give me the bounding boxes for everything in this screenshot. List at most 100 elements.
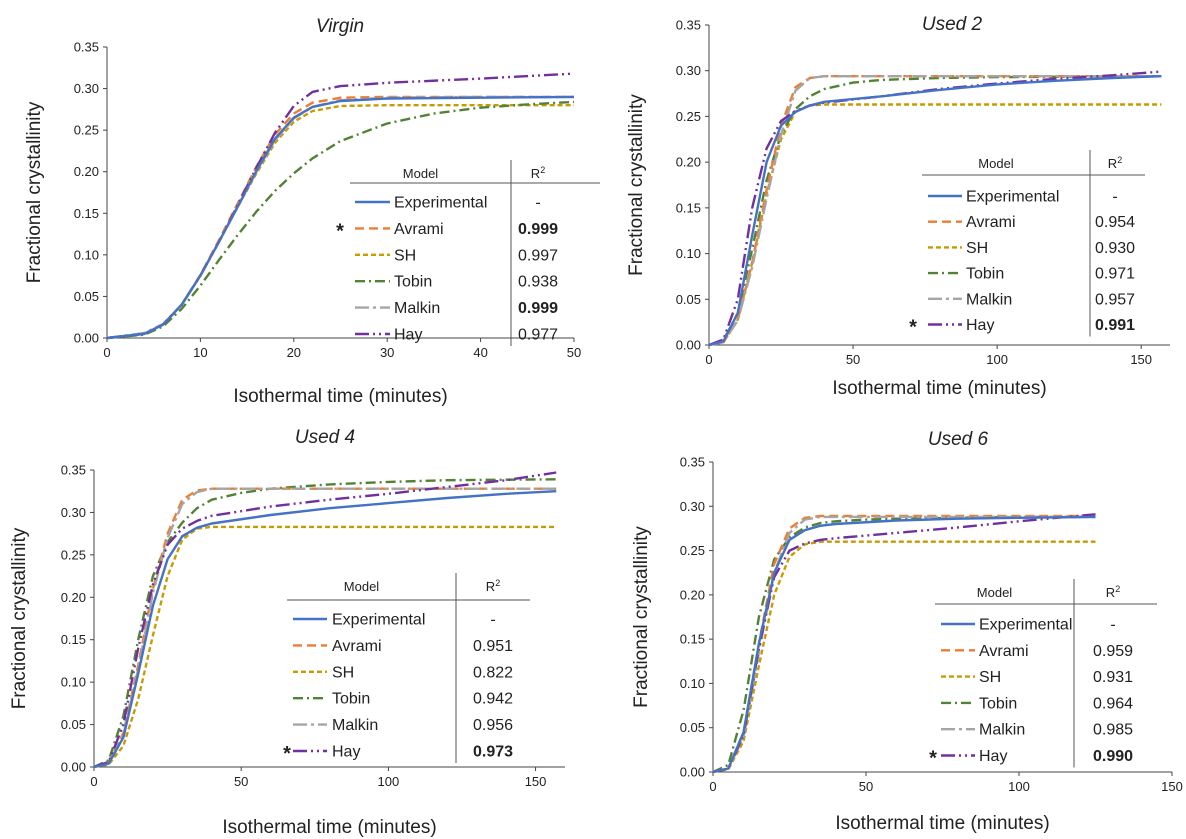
y-axis-label: Fractional crystallinity — [631, 526, 652, 708]
x-tick-label: 20 — [287, 345, 301, 360]
table-r2-value: 0.997 — [518, 247, 558, 264]
x-axis-label: Isothermal time (minutes) — [835, 813, 1049, 834]
y-tick-label: 0.00 — [61, 760, 86, 775]
chart-panel-4: Used 6 0.00 0.05 0.10 0.15 0.20 0.25 0.30 0.35 0 5… — [631, 429, 1183, 834]
y-axis-label: Fractional crystallinity — [9, 527, 30, 709]
series-line-experimental — [106, 95, 575, 340]
series-line-experimental — [712, 515, 1096, 774]
series-line-tobin — [106, 100, 575, 340]
series-line-avrami — [712, 514, 1096, 774]
x-axis-label: Isothermal time (minutes) — [222, 817, 436, 838]
x-tick-label: 150 — [1161, 779, 1183, 794]
chart-title: Used 6 — [928, 429, 989, 450]
table-model-name: Hay — [394, 327, 422, 344]
table-model-name: Malkin — [979, 722, 1025, 739]
table-r2-value: 0.957 — [1095, 291, 1135, 308]
y-tick-label: 0.20 — [61, 590, 86, 605]
y-tick-label: 0.00 — [680, 765, 705, 780]
y-tick-label: 0.10 — [676, 246, 701, 261]
table-r2-value: 0.931 — [1093, 669, 1133, 686]
y-tick-label: 0.35 — [74, 40, 99, 55]
x-tick-label: 50 — [567, 345, 581, 360]
x-tick-label: 0 — [103, 345, 110, 360]
table-model-name: SH — [979, 669, 1001, 686]
r2-table: Model R2 Experimental - Avrami 0.999 * SH 0.997 T… — [336, 160, 600, 346]
best-fit-star: * — [929, 748, 937, 770]
x-tick-label: 40 — [473, 345, 487, 360]
r2-table: Model R2 Experimental - Avrami 0.959 SH 0.931 To… — [929, 579, 1157, 770]
table-r2-value: - — [535, 195, 540, 212]
series-line-malkin — [106, 95, 574, 340]
table-model-name: Tobin — [394, 274, 432, 291]
r2-superscript: 2 — [540, 165, 545, 175]
table-r2-value: 0.971 — [1095, 266, 1135, 283]
x-tick-label: 100 — [986, 352, 1008, 367]
table-header-model: Model — [403, 166, 439, 181]
series-line-malkin — [712, 515, 1096, 774]
table-model-name: SH — [966, 240, 988, 257]
y-tick-label: 0.05 — [61, 717, 86, 732]
x-tick-label: 50 — [846, 352, 860, 367]
y-tick-label: 0.35 — [680, 455, 705, 470]
table-header-r2: R2 — [486, 578, 500, 594]
table-model-name: Hay — [332, 744, 360, 761]
x-tick-label: 0 — [90, 774, 97, 789]
r2-table: Model R2 Experimental - Avrami 0.954 SH 0.930 To… — [909, 150, 1145, 339]
x-tick-label: 100 — [378, 774, 400, 789]
table-model-name: Tobin — [979, 695, 1017, 712]
table-r2-value: - — [490, 612, 495, 629]
y-tick-label: 0.20 — [676, 155, 701, 170]
table-model-name: Tobin — [966, 266, 1004, 283]
y-tick-label: 0.25 — [676, 109, 701, 124]
chart-panel-1: Virgin 0.00 0.05 0.10 0.15 0.20 0.25 0.30 0.35 0 1… — [24, 16, 600, 407]
y-tick-label: 0.15 — [61, 632, 86, 647]
table-model-name: Malkin — [394, 300, 440, 317]
r2-superscript: 2 — [1117, 155, 1122, 165]
table-r2-value: 0.942 — [473, 691, 513, 708]
table-r2-value: 0.938 — [518, 274, 558, 291]
table-r2-value: 0.985 — [1093, 722, 1133, 739]
table-r2-value: 0.959 — [1093, 643, 1133, 660]
table-header-r2: R2 — [1106, 584, 1120, 600]
x-tick-label: 50 — [859, 779, 873, 794]
table-r2-value: 0.954 — [1095, 214, 1135, 231]
table-model-name: Malkin — [332, 717, 378, 734]
x-tick-label: 0 — [709, 779, 716, 794]
x-tick-label: 0 — [705, 352, 712, 367]
chart-title: Virgin — [316, 16, 364, 37]
table-model-name: Hay — [979, 748, 1007, 765]
y-tick-label: 0.05 — [676, 292, 701, 307]
table-r2-value: 0.990 — [1093, 748, 1133, 765]
y-tick-label: 0.30 — [680, 499, 705, 514]
table-header-model: Model — [978, 156, 1014, 171]
y-tick-label: 0.00 — [676, 338, 701, 353]
y-tick-label: 0.30 — [676, 63, 701, 78]
y-tick-label: 0.15 — [74, 206, 99, 221]
table-model-name: Avrami — [979, 643, 1029, 660]
y-tick-label: 0.30 — [74, 81, 99, 96]
best-fit-star: * — [909, 317, 917, 339]
r2-superscript: 2 — [1115, 584, 1120, 594]
y-tick-label: 0.15 — [680, 632, 705, 647]
x-tick-label: 150 — [525, 774, 547, 789]
series-line-hay — [93, 471, 557, 769]
x-tick-label: 30 — [380, 345, 394, 360]
series-line-hay — [106, 72, 575, 340]
y-axis-label: Fractional crystallinity — [24, 101, 45, 283]
series-line-avrami — [106, 95, 574, 340]
table-header-model: Model — [344, 579, 380, 594]
x-axis-label: Isothermal time (minutes) — [233, 386, 447, 407]
table-header-model: Model — [977, 585, 1013, 600]
y-tick-label: 0.05 — [74, 289, 99, 304]
chart-title: Used 2 — [922, 14, 983, 35]
x-axis-label: Isothermal time (minutes) — [832, 378, 1046, 399]
table-model-name: Avrami — [966, 214, 1016, 231]
series-line-malkin — [708, 75, 1162, 347]
x-tick-label: 50 — [234, 774, 248, 789]
y-axis-label: Fractional crystallinity — [626, 94, 647, 276]
table-model-name: Experimental — [966, 189, 1059, 206]
x-tick-label: 100 — [1008, 779, 1030, 794]
series-line-hay — [712, 513, 1096, 774]
series-line-tobin — [93, 478, 557, 769]
